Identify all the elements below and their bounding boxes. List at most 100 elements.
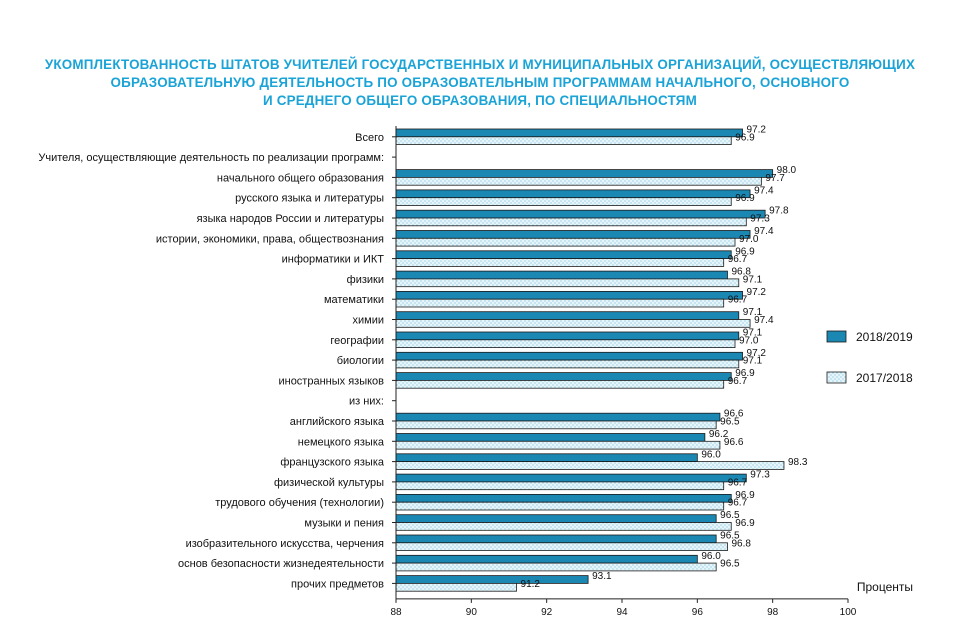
bar-2018-2019 (395, 290, 743, 300)
category-label: Всего (355, 132, 384, 144)
value-label: 96.6 (724, 409, 744, 420)
value-label: 91.2 (521, 579, 541, 590)
bar-2017-2018 (395, 481, 725, 491)
bar-2017-2018 (395, 440, 721, 450)
legend-swatch (826, 371, 847, 384)
category-label: музыки и пения (304, 518, 384, 530)
bar-2018-2019 (395, 372, 732, 381)
value-label: 97.4 (754, 226, 774, 237)
value-label: 96.8 (731, 267, 751, 278)
value-label: 96.9 (735, 518, 755, 529)
x-axis-title: Проценты (857, 580, 913, 594)
value-label: 96.7 (728, 376, 748, 387)
legend: 2018/2019 2017/2018 (826, 330, 913, 385)
bar-2018-2019 (395, 331, 740, 341)
value-label: 97.3 (750, 214, 770, 225)
category-label: Учителя, осуществляющие деятельность по … (38, 152, 384, 164)
legend-swatch (826, 330, 847, 343)
bar-2017-2018 (395, 461, 785, 470)
bar-2017-2018 (395, 562, 717, 572)
value-label: 97.7 (765, 173, 785, 184)
category-label: прочих предметов (291, 578, 384, 590)
x-tick-label: 88 (390, 607, 402, 618)
value-label: 96.5 (720, 531, 740, 542)
x-axis: 88 90 92 94 96 98 100 Проценты (390, 126, 913, 618)
category-label: начального общего образования (217, 172, 384, 184)
bar-2017-2018 (395, 176, 762, 186)
value-label: 96.7 (728, 498, 748, 509)
category-label: иностранных языков (278, 375, 384, 387)
category-label: истории, экономики, права, обществознани… (156, 233, 384, 245)
bar-2017-2018 (395, 542, 728, 551)
category-label: физической культуры (274, 477, 384, 489)
bar-2018-2019 (395, 554, 698, 564)
bar-2017-2018 (395, 217, 747, 227)
chart-title-line-3: И СРЕДНЕГО ОБЩЕГО ОБРАЗОВАНИЯ, ПО СПЕЦИА… (263, 93, 697, 108)
bar-2018-2019 (395, 453, 698, 462)
legend-label: 2018/2019 (856, 330, 913, 344)
bar-2017-2018 (395, 501, 725, 511)
bar-2017-2018 (395, 258, 725, 267)
value-label: 96.9 (735, 132, 755, 143)
bar-2017-2018 (395, 136, 732, 146)
bar-2018-2019 (395, 209, 766, 219)
category-label: из них: (349, 396, 384, 408)
value-label: 96.5 (720, 417, 740, 428)
value-label: 97.1 (743, 307, 763, 318)
bar-2018-2019 (395, 128, 743, 138)
bar-2018-2019 (395, 351, 743, 361)
category-label: русского языка и литературы (235, 193, 384, 205)
x-tick-label: 90 (466, 607, 478, 618)
legend-label: 2017/2018 (856, 371, 913, 385)
category-label: трудового обучения (технологии) (215, 497, 384, 509)
bar-2018-2019 (395, 534, 717, 544)
value-label: 97.8 (769, 206, 789, 217)
bar-2018-2019 (395, 230, 751, 239)
value-label: 97.2 (747, 348, 767, 359)
bar-2017-2018 (395, 420, 717, 430)
value-label: 96.7 (728, 477, 748, 488)
value-label: 96.5 (720, 510, 740, 521)
bar-2017-2018 (395, 319, 751, 328)
category-label: химии (353, 315, 385, 327)
value-label: 96.2 (709, 429, 729, 440)
value-label: 96.7 (728, 254, 748, 265)
chart-title-line-1: УКОМПЛЕКТОВАННОСТЬ ШТАТОВ УЧИТЕЛЕЙ ГОСУД… (44, 57, 916, 72)
value-label: 96.6 (724, 437, 744, 448)
value-label: 97.2 (747, 125, 767, 136)
bar-2018-2019 (395, 433, 706, 442)
x-tick-label: 92 (541, 607, 553, 618)
bar-2017-2018 (395, 379, 725, 389)
value-label: 97.0 (739, 335, 759, 346)
value-label: 96.5 (720, 559, 740, 570)
bar-2017-2018 (395, 359, 740, 369)
bar-2017-2018 (395, 197, 732, 206)
category-label: немецкого языка (298, 436, 385, 448)
value-label: 97.3 (750, 470, 770, 481)
category-label: физики (347, 274, 384, 286)
value-label: 93.1 (592, 571, 612, 582)
category-label: географии (330, 335, 384, 347)
bar-2017-2018 (395, 522, 732, 531)
x-tick-label: 96 (692, 607, 704, 618)
value-label: 96.0 (701, 551, 721, 562)
chart-title: УКОМПЛЕКТОВАННОСТЬ ШТАТОВ УЧИТЕЛЕЙ ГОСУД… (0, 56, 960, 110)
chart-title-line-2: ОБРАЗОВАТЕЛЬНУЮ ДЕЯТЕЛЬНОСТЬ ПО ОБРАЗОВА… (110, 75, 850, 90)
bar-2018-2019 (395, 169, 774, 178)
bar-2018-2019 (395, 575, 589, 584)
bar-2017-2018 (395, 583, 517, 592)
category-label: изобразительного искусства, черчения (186, 538, 384, 550)
bar-2018-2019 (395, 311, 740, 320)
bar-2018-2019 (395, 473, 747, 483)
value-label: 96.7 (728, 295, 748, 306)
value-label: 98.0 (777, 165, 797, 176)
bar-2018-2019 (395, 250, 732, 260)
bar-2018-2019 (395, 412, 721, 422)
value-label: 96.9 (735, 246, 755, 257)
value-label: 97.1 (743, 274, 763, 285)
bar-2018-2019 (395, 514, 717, 523)
value-label: 98.3 (788, 457, 808, 468)
x-tick-label: 94 (616, 607, 628, 618)
